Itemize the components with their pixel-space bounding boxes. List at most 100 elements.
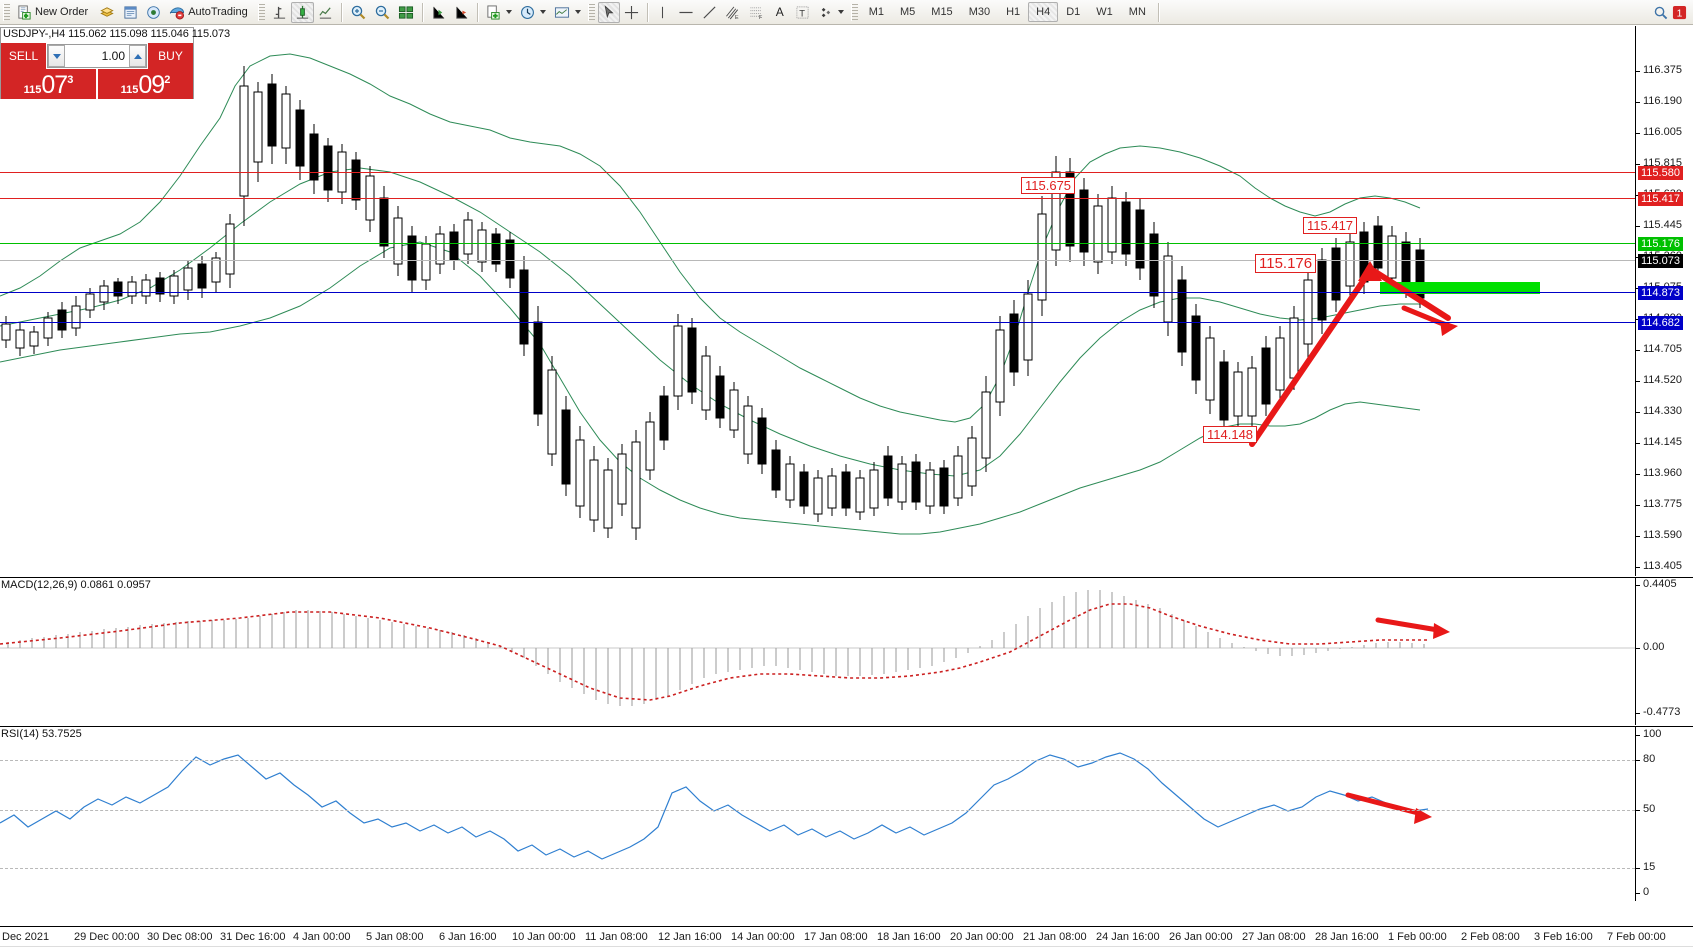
price-tag-115-073[interactable]: 115.073 — [1638, 254, 1683, 268]
stack-button[interactable] — [95, 2, 119, 23]
toolbar-grip-3[interactable] — [587, 3, 595, 21]
horizontal-line-button[interactable] — [674, 2, 698, 23]
macd-plot[interactable] — [0, 578, 1635, 725]
timeframe-m5[interactable]: M5 — [892, 2, 923, 22]
svg-text:F: F — [759, 15, 763, 20]
equidistant-channel-button[interactable]: E — [721, 2, 745, 23]
macd-axis[interactable]: 0.4405 0.00 -0.4773 — [1635, 578, 1693, 725]
indicators-button[interactable] — [482, 2, 516, 23]
rsi-level-80 — [0, 760, 1635, 761]
line-chart-button[interactable] — [314, 2, 337, 23]
one-click-trading-panel[interactable]: USDJPY-,H4 115.062 115.098 115.046 115.0… — [0, 27, 230, 99]
rsi-tick-1: 80 — [1643, 753, 1656, 765]
navigator-button[interactable] — [142, 2, 165, 23]
price-pane[interactable]: 115.675 115.417 115.176 114.148 116.375 … — [0, 26, 1693, 576]
cursor-button[interactable] — [597, 1, 620, 23]
toolbar-grip-2[interactable] — [257, 3, 265, 21]
rsi-tick-2: 50 — [1643, 803, 1656, 815]
vertical-line-icon — [656, 5, 669, 20]
chevron-down-icon[interactable] — [505, 10, 512, 14]
toolbar-separator-3 — [476, 2, 478, 22]
timeframe-h4[interactable]: H4 — [1028, 2, 1059, 22]
templates-button[interactable] — [550, 2, 585, 23]
zoom-in-button[interactable] — [346, 2, 370, 23]
time-tick-11: 17 Jan 08:00 — [804, 931, 868, 943]
price-tick-2: 116.005 — [1643, 126, 1682, 138]
annotation-115-675[interactable]: 115.675 — [1021, 177, 1076, 194]
red-down-arrow-2 — [1401, 305, 1451, 329]
crosshair-icon — [624, 5, 639, 20]
fibonacci-icon: F — [749, 5, 765, 20]
price-tag-115-580[interactable]: 115.580 — [1638, 166, 1683, 180]
annotation-115-417[interactable]: 115.417 — [1303, 217, 1358, 234]
chevron-down-icon-3[interactable] — [574, 10, 581, 14]
toolbar-grip[interactable] — [3, 3, 10, 21]
text-label-button[interactable]: T — [791, 2, 814, 23]
rsi-tick-3: 15 — [1643, 861, 1656, 873]
new-order-button[interactable]: New Order — [13, 2, 95, 23]
shapes-button[interactable] — [814, 2, 848, 23]
chart-area[interactable]: 115.675 115.417 115.176 114.148 116.375 … — [0, 26, 1693, 926]
timeframe-w1[interactable]: W1 — [1088, 2, 1121, 22]
timeframe-m30[interactable]: M30 — [961, 2, 998, 22]
sell-price-main: 07 — [41, 71, 68, 99]
time-tick-12: 18 Jan 16:00 — [877, 931, 941, 943]
svg-text:T: T — [799, 8, 805, 18]
sell-button[interactable]: SELL — [1, 43, 46, 69]
bar-chart-button[interactable] — [268, 2, 291, 23]
data-window-button[interactable] — [119, 2, 142, 23]
timeframe-w1-label: W1 — [1096, 6, 1113, 18]
chevron-down-icon-4[interactable] — [837, 10, 844, 14]
price-tag-114-682[interactable]: 114.682 — [1638, 316, 1683, 330]
sell-price[interactable]: 115 07 3 — [1, 69, 96, 99]
timeframe-d1-label: D1 — [1066, 6, 1081, 18]
price-tag-115-176[interactable]: 115.176 — [1638, 237, 1683, 251]
candlestick-chart-button[interactable] — [290, 1, 314, 23]
notification-icon[interactable]: 1 — [1672, 5, 1687, 20]
toolbar-grip-4[interactable] — [850, 3, 858, 21]
chart-shift-button[interactable] — [427, 2, 450, 23]
buy-price[interactable]: 115 09 2 — [96, 69, 193, 99]
toolbar-separator — [340, 2, 342, 22]
rsi-plot[interactable] — [0, 727, 1635, 901]
zoom-out-button[interactable] — [370, 2, 394, 23]
periods-button[interactable] — [516, 2, 550, 23]
timeframe-m15[interactable]: M15 — [923, 2, 960, 22]
timeframe-mn[interactable]: MN — [1121, 2, 1154, 22]
price-axis[interactable]: 116.375 116.190 116.005 115.815 115.630 … — [1635, 26, 1693, 576]
line-chart-icon — [318, 5, 333, 20]
annotation-115-176[interactable]: 115.176 — [1255, 254, 1317, 273]
chevron-down-icon-2[interactable] — [539, 10, 546, 14]
price-tag-114-873[interactable]: 114.873 — [1638, 286, 1683, 300]
volume-stepper[interactable]: 1.00 — [47, 44, 147, 68]
rsi-axis[interactable]: 100 80 50 15 0 — [1635, 727, 1693, 901]
toolbar-separator-2 — [421, 2, 423, 22]
timeframe-m1[interactable]: M1 — [861, 2, 892, 22]
buy-button[interactable]: BUY — [148, 43, 193, 69]
volume-decrement-button[interactable] — [48, 45, 65, 67]
fibonacci-button[interactable]: F — [745, 2, 769, 23]
trendline-button[interactable] — [698, 2, 721, 23]
svg-text:E: E — [735, 15, 739, 20]
tile-windows-button[interactable] — [394, 2, 418, 23]
price-tag-115-417[interactable]: 115.417 — [1638, 192, 1683, 206]
price-plot[interactable]: 115.675 115.417 115.176 114.148 — [0, 26, 1635, 576]
auto-scroll-button[interactable] — [450, 2, 473, 23]
time-axis[interactable]: Dec 2021 29 Dec 00:00 30 Dec 08:00 31 De… — [0, 926, 1693, 947]
rsi-tick-4: 0 — [1643, 886, 1650, 898]
autotrading-button[interactable]: AutoTrading — [165, 2, 255, 23]
macd-pane[interactable]: MACD(12,26,9) 0.0861 0.0957 0 — [0, 577, 1693, 725]
crosshair-button[interactable] — [620, 2, 643, 23]
rsi-pane[interactable]: RSI(14) 53.7525 100 80 50 15 0 — [0, 726, 1693, 901]
timeframe-d1[interactable]: D1 — [1058, 2, 1088, 22]
vertical-line-button[interactable] — [652, 2, 674, 23]
tile-windows-icon — [398, 5, 414, 20]
candle-group-1 — [1, 66, 1425, 540]
volume-increment-button[interactable] — [129, 45, 146, 67]
text-button[interactable]: A — [769, 2, 791, 23]
price-tick-5: 115.445 — [1643, 219, 1682, 231]
volume-input[interactable]: 1.00 — [101, 49, 125, 63]
annotation-114-148[interactable]: 114.148 — [1203, 426, 1258, 443]
timeframe-h1[interactable]: H1 — [998, 2, 1028, 22]
search-icon[interactable] — [1653, 5, 1668, 20]
